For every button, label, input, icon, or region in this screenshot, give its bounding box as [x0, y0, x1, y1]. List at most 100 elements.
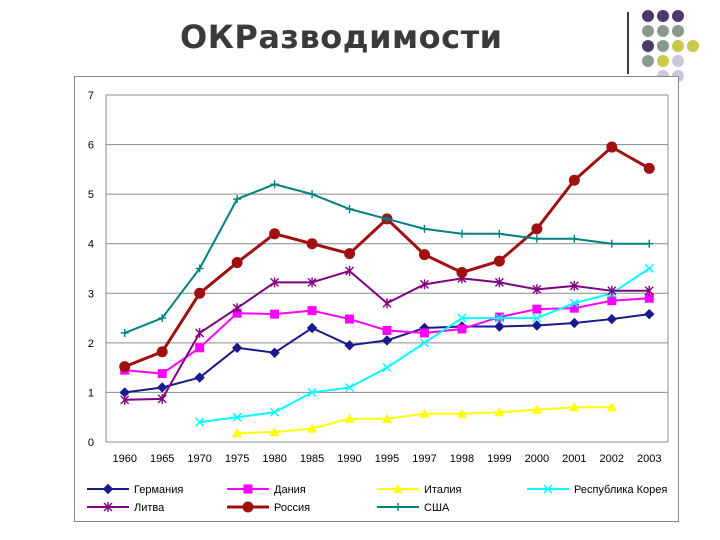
series-5-point [531, 223, 543, 235]
series-6-point [532, 234, 541, 243]
series-5-point [493, 255, 505, 267]
series-1-point [345, 314, 355, 324]
series-5-point [606, 141, 618, 153]
x-tick-label: 1960 [112, 453, 136, 465]
series-5-point [231, 257, 243, 269]
x-tick-label: 1975 [225, 453, 249, 465]
series-4-point [157, 393, 167, 404]
series-3-point [494, 313, 504, 323]
series-3-point [569, 298, 579, 308]
y-tick-label: 6 [88, 140, 94, 152]
x-tick-label: 2002 [600, 453, 624, 465]
series-2-point [456, 408, 467, 418]
legend-label: Дания [274, 484, 306, 496]
series-4-point [345, 265, 355, 276]
series-2-point [606, 402, 617, 412]
legend-label: Италия [424, 484, 462, 496]
slide-title: ОКРазводимости [180, 18, 503, 56]
y-tick-label: 3 [88, 288, 94, 300]
series-3-line [199, 267, 650, 424]
legend-marker [243, 484, 253, 494]
series-5-point [344, 248, 356, 260]
x-tick-label: 1985 [300, 453, 324, 465]
series-4-point [569, 280, 579, 291]
series-3-point [419, 338, 429, 348]
series-1-point [157, 369, 167, 379]
series-1-point [382, 325, 392, 335]
series-3-point [232, 412, 242, 422]
x-tick-label: 2001 [562, 453, 586, 465]
y-tick-label: 4 [88, 239, 94, 251]
x-tick-label: 1990 [337, 453, 361, 465]
legend-label: Германия [134, 484, 183, 496]
legend-marker [543, 484, 553, 494]
legend-label: Россия [274, 502, 310, 514]
series-2-point [307, 423, 318, 433]
x-tick-label: 2000 [525, 453, 549, 465]
series-5-point [194, 287, 206, 299]
series-6-point [645, 239, 654, 248]
x-tick-label: 2003 [637, 453, 661, 465]
decor-dot [657, 10, 669, 22]
series-6-point [420, 224, 429, 233]
series-0-point [644, 308, 655, 320]
series-2-point [569, 402, 580, 412]
series-0-point [606, 313, 618, 325]
series-1-point [532, 304, 542, 314]
series-6-point [383, 214, 391, 223]
series-4-point [120, 394, 130, 405]
series-1-point [457, 324, 467, 334]
x-tick-label: 1965 [150, 453, 174, 465]
series-5-point [643, 162, 655, 174]
series-3-point [195, 417, 205, 427]
decor-divider [627, 12, 629, 74]
decor-dot [642, 10, 654, 22]
series-5-point [568, 174, 580, 186]
x-tick-label: 1980 [262, 453, 286, 465]
series-6-point [195, 264, 204, 273]
series-5-point [269, 228, 281, 240]
series-2-point [269, 427, 280, 437]
legend-marker [393, 484, 403, 493]
series-2-point [494, 407, 505, 417]
series-2-point [232, 428, 243, 438]
decor-dot [672, 40, 684, 52]
decor-dot [672, 55, 684, 67]
series-5-point [119, 361, 131, 373]
series-4-point [644, 285, 654, 296]
legend-label: Литва [134, 502, 165, 514]
series-3-point [382, 363, 392, 373]
chart-svg: 0 1 2 3 4 5 6 7 1960 1965 1970 1975 1980 1985 1990 1995… [87, 90, 669, 514]
series-1-point [195, 343, 205, 353]
series-0-line [124, 313, 650, 394]
series-0-point [344, 340, 355, 351]
decor-dot [672, 10, 684, 22]
x-tick-label: 1995 [375, 453, 399, 465]
series-5-point [418, 249, 430, 261]
series-0-point [494, 321, 505, 332]
series-4-point [494, 277, 504, 288]
series-4-point [419, 279, 429, 290]
series-1-point [644, 293, 654, 303]
legend-marker [242, 501, 254, 513]
series-0-point [569, 317, 580, 329]
series-0-point [194, 372, 205, 383]
legend-marker [102, 483, 114, 495]
series-1-point [607, 296, 617, 306]
series-3-point [307, 387, 317, 397]
decor-dot [642, 40, 654, 52]
series-4-point [382, 298, 392, 309]
series-1-point [569, 303, 579, 313]
series-4-point [232, 303, 242, 314]
decor-dot [672, 25, 684, 37]
x-tick-label: 1970 [187, 453, 211, 465]
series-2-point [382, 413, 392, 423]
legend-label: США [424, 502, 450, 514]
series-0-point [531, 320, 543, 331]
series-3-point [644, 263, 654, 274]
series-0-point [381, 335, 393, 346]
series-1-point [270, 309, 280, 319]
y-tick-label: 2 [88, 338, 94, 350]
series-0-point [231, 342, 243, 354]
decor-dot [657, 25, 669, 37]
